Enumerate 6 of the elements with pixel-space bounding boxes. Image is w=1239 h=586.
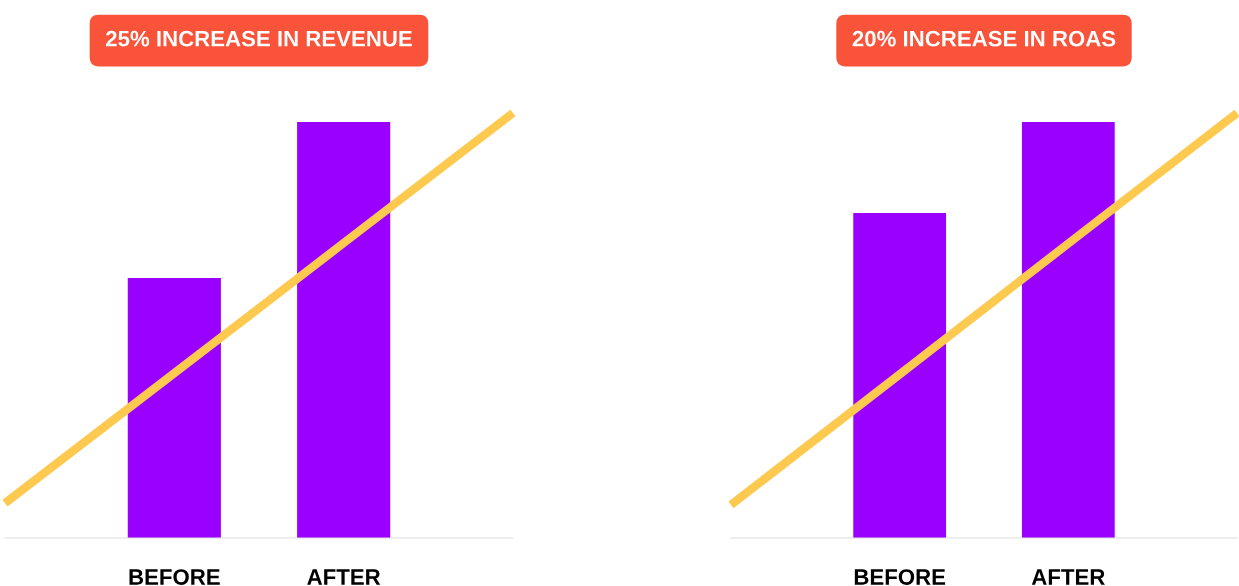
chart-title: 20% INCREASE IN ROAS	[852, 30, 1116, 47]
x-tick-label: AFTER	[307, 569, 381, 585]
x-tick-label: BEFORE	[854, 569, 946, 585]
x-tick-label: AFTER	[1031, 569, 1105, 585]
x-tick-label: BEFORE	[129, 569, 220, 585]
chart-title: 25% INCREASE IN REVENUE	[106, 30, 412, 47]
